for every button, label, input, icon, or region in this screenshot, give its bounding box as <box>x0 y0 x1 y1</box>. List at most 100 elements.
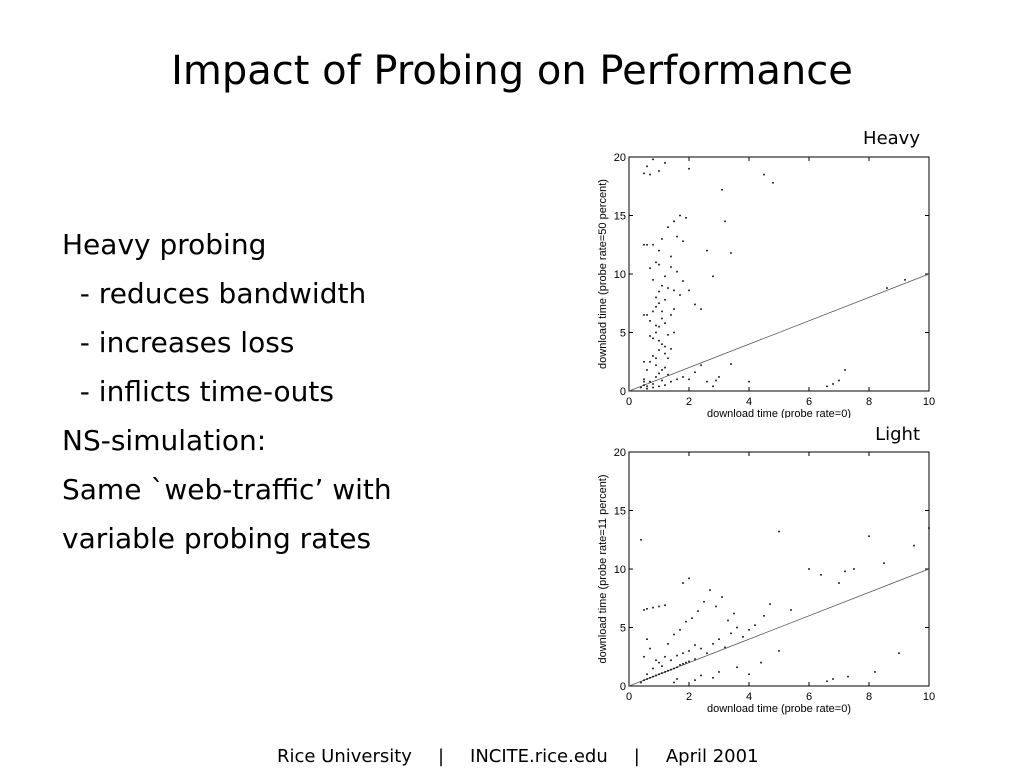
heavy-data-point <box>652 243 654 246</box>
heavy-data-point <box>706 249 708 252</box>
heavy-data-point <box>763 173 765 176</box>
light-data-point <box>661 672 663 674</box>
heavy-data-point <box>670 348 672 350</box>
heavy-y-tick-label: 20 <box>614 152 626 164</box>
light-data-point <box>769 603 771 605</box>
light-data-point <box>685 620 687 623</box>
light-x-axis-label: download time (probe rate=0) <box>707 703 851 715</box>
light-data-point <box>685 661 687 664</box>
slide-footer: Rice University | INCITE.rice.edu | April 20… <box>0 725 1024 767</box>
heavy-data-point <box>730 363 732 365</box>
heavy-data-point <box>661 284 663 287</box>
light-data-point <box>715 605 717 608</box>
heavy-data-point <box>838 379 840 382</box>
light-data-point <box>718 638 720 640</box>
heavy-data-point <box>664 384 666 386</box>
heavy-data-point <box>652 158 654 161</box>
light-data-point <box>778 650 780 652</box>
light-data-point <box>844 570 846 573</box>
heavy-data-point <box>649 173 651 176</box>
light-data-point <box>661 665 663 667</box>
heavy-data-point <box>640 386 642 389</box>
footer-website: INCITE.rice.edu <box>470 746 608 767</box>
heavy-data-point <box>661 310 663 313</box>
light-x-tick-label: 0 <box>626 691 632 703</box>
heavy-y-tick-label: 5 <box>620 328 626 340</box>
light-data-point <box>853 568 855 570</box>
heavy-data-point <box>682 240 684 243</box>
light-data-point <box>676 654 678 657</box>
heavy-data-point <box>886 287 888 289</box>
heavy-data-point <box>679 294 681 296</box>
heavy-data-point <box>673 220 675 223</box>
light-data-point <box>706 652 708 655</box>
light-data-point <box>760 661 762 664</box>
light-data-point <box>808 568 810 570</box>
light-data-point <box>694 679 696 681</box>
light-data-point <box>646 673 648 676</box>
light-data-point <box>643 679 645 681</box>
heavy-data-point <box>688 167 690 170</box>
heavy-data-point <box>664 345 666 348</box>
light-data-point <box>694 644 696 646</box>
light-data-point <box>733 612 735 615</box>
chart-light-caption: Light <box>875 424 920 445</box>
bullet-ns-simulation: NS-simulation: <box>62 424 267 457</box>
chart-light: 0 2 4 6 8 10 0 5 10 15 20 download time (probe rate… <box>590 424 940 720</box>
light-data-point <box>679 664 681 666</box>
light-data-point <box>730 632 732 635</box>
heavy-data-point <box>718 376 720 378</box>
heavy-data-point <box>688 378 690 381</box>
light-data-point <box>670 659 672 662</box>
light-data-point <box>664 671 666 673</box>
light-data-point <box>682 662 684 665</box>
heavy-data-point <box>652 310 654 313</box>
chart-heavy-caption: Heavy <box>863 128 920 149</box>
light-data-point <box>643 609 645 611</box>
heavy-data-point <box>655 357 657 360</box>
light-data-point <box>670 668 672 671</box>
heavy-y-tick-label: 10 <box>614 269 626 281</box>
heavy-data-point <box>655 376 657 378</box>
heavy-data-point <box>652 386 654 389</box>
heavy-data-point <box>643 243 645 246</box>
heavy-data-point <box>664 298 666 301</box>
bullet-list: Heavy probing - reduces bandwidth - incr… <box>62 220 392 563</box>
light-data-point <box>658 661 660 664</box>
heavy-y-axis-label: download time (probe rate=50 percent) <box>597 179 609 369</box>
light-data-point <box>790 609 792 611</box>
heavy-x-tick-label: 8 <box>866 396 872 408</box>
light-data-point <box>682 652 684 655</box>
heavy-data-point <box>667 357 669 360</box>
heavy-data-point <box>712 385 714 388</box>
light-data-point <box>697 610 699 612</box>
light-data-point <box>688 577 690 580</box>
heavy-data-point <box>646 165 648 168</box>
light-data-point <box>754 624 756 626</box>
light-data-point <box>676 666 678 669</box>
bullet-heavy-probing: Heavy probing <box>62 228 267 261</box>
heavy-data-point <box>643 380 645 383</box>
heavy-data-point <box>664 352 666 355</box>
heavy-y-tick-label: 15 <box>614 211 626 223</box>
chart-light-svg: 0 2 4 6 8 10 0 5 10 15 20 download time (probe rate… <box>597 447 935 715</box>
heavy-data-point <box>667 334 669 336</box>
heavy-data-point <box>649 320 651 322</box>
light-data-point <box>688 660 690 663</box>
light-data-point <box>712 677 714 679</box>
heavy-data-point <box>655 331 657 334</box>
light-data-point <box>700 674 702 677</box>
heavy-data-point <box>646 314 648 316</box>
heavy-data-point <box>682 280 684 282</box>
heavy-data-point <box>667 226 669 228</box>
light-data-point <box>664 655 666 658</box>
light-data-point <box>649 677 651 679</box>
slide-title: Impact of Probing on Performance <box>171 48 853 94</box>
light-data-point <box>826 680 828 683</box>
light-data-point <box>664 604 666 607</box>
bullet-increases-loss: - increases loss <box>62 326 295 359</box>
heavy-data-point <box>676 235 678 238</box>
light-data-point <box>667 643 669 645</box>
light-data-point <box>847 675 849 678</box>
heavy-data-point <box>667 373 669 376</box>
